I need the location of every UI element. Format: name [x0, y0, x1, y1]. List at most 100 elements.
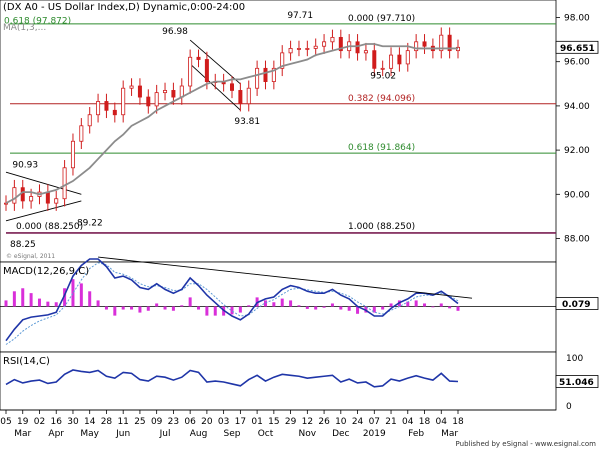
x-tick-label: 06: [184, 417, 196, 427]
price-candle: [79, 125, 84, 142]
macd-series: [0, 256, 556, 345]
fib-label: 0.382 (94.096): [348, 94, 415, 104]
macd-histogram-bar: [205, 306, 209, 316]
macd-histogram-bar: [230, 306, 234, 315]
macd-histogram-bar: [54, 302, 58, 307]
price-candle: [397, 54, 402, 65]
macd-histogram-bar: [29, 293, 33, 307]
price-panel-frame: [0, 0, 557, 263]
price-annotation: 90.93: [12, 161, 38, 171]
price-annotation: 89.22: [77, 219, 103, 229]
rsi-series: [5, 369, 459, 388]
price-candle: [96, 101, 101, 116]
rsi-panel-frame: [0, 351, 557, 411]
x-month-label: 2019: [363, 429, 386, 439]
price-annotation: 97.71: [287, 11, 313, 21]
price-candle: [45, 191, 50, 204]
x-month-label: Dec: [332, 429, 349, 439]
macd-histogram-bar: [347, 306, 351, 311]
macd-histogram-bar: [155, 303, 159, 307]
x-tick-label: 10: [335, 417, 347, 427]
x-tick-label: 14: [84, 417, 96, 427]
price-candle: [330, 36, 335, 43]
macd-histogram-bar: [339, 306, 343, 310]
x-month-label: Apr: [48, 429, 64, 439]
macd-signal-line: [5, 262, 459, 345]
macd-histogram-bar: [431, 306, 435, 308]
x-month-label: Nov: [299, 429, 317, 439]
price-candle: [288, 48, 293, 54]
price-candle: [263, 67, 268, 82]
fib-label: 0.000 (97.710): [348, 14, 415, 24]
price-candle: [322, 41, 327, 47]
macd-histogram-bar: [456, 306, 460, 311]
price-candle: [439, 34, 444, 52]
macd-line: [5, 258, 459, 342]
macd-histogram-bar: [21, 288, 25, 307]
footer-credit: Published by eSignal - www.esignal.com: [456, 440, 597, 448]
fib-label: 1.000 (88.250): [348, 222, 415, 232]
x-tick-label: 09: [151, 417, 163, 427]
price-candle: [389, 54, 394, 69]
macd-histogram-bar: [247, 305, 251, 307]
rsi-last-value-label: 51.046: [559, 378, 594, 388]
macd-histogram-bar: [163, 306, 167, 310]
price-candle: [163, 90, 168, 94]
macd-last-value-box: [555, 297, 599, 310]
x-tick-label: 20: [201, 417, 213, 427]
macd-histogram-bar: [238, 306, 242, 313]
ma-label: MA(1,3,...: [3, 23, 46, 33]
x-tick-label: 30: [67, 417, 79, 427]
trend-line: [5, 171, 82, 195]
fib-label: 0.618 (91.864): [348, 143, 415, 153]
price-series: [4, 27, 460, 211]
x-month-label: Jun: [115, 429, 130, 439]
price-candle: [380, 67, 385, 70]
macd-histogram-bar: [146, 306, 150, 311]
macd-histogram-bar: [305, 306, 309, 309]
macd-histogram-bar: [46, 301, 50, 307]
macd-histogram-bar: [4, 300, 8, 307]
rsi-last-value-box: [555, 375, 599, 388]
x-tick-label: 05: [0, 417, 11, 427]
macd-histogram-bar: [180, 305, 184, 307]
macd-histogram-bar: [104, 306, 108, 310]
x-tick-label: 11: [117, 417, 128, 427]
macd-histogram-bar: [79, 283, 83, 307]
x-tick-label: 16: [50, 417, 62, 427]
x-month-label: Oct: [258, 429, 274, 439]
macd-histogram-bar: [37, 298, 41, 307]
macd-histogram-bar: [272, 302, 276, 307]
price-candle: [87, 114, 92, 127]
x-tick-label: 15: [268, 417, 279, 427]
price-candle: [62, 167, 67, 200]
x-tick-label: 07: [369, 417, 380, 427]
macd-histogram-bar: [12, 291, 16, 307]
x-month-label: Sep: [224, 429, 241, 439]
x-tick-label: 19: [17, 417, 29, 427]
macd-histogram-bar: [439, 303, 443, 307]
price-candle: [12, 187, 17, 204]
price-candle: [204, 59, 209, 82]
x-month-label: Feb: [408, 429, 424, 439]
price-candle: [112, 109, 117, 116]
macd-histogram-bar: [289, 300, 293, 307]
rsi-y-axis: 10050051.046: [555, 354, 599, 412]
last-value-box: [555, 40, 599, 54]
macd-histogram-bar: [130, 306, 134, 310]
price-candle: [29, 196, 34, 202]
price-candle: [20, 187, 25, 202]
macd-histogram-bar: [372, 306, 376, 313]
macd-histogram-bar: [71, 279, 75, 307]
macd-histogram-bar: [88, 291, 92, 307]
price-annotation: 95.02: [370, 71, 396, 81]
macd-histogram-bar: [389, 303, 393, 307]
price-candle: [296, 48, 301, 50]
price-candle: [238, 90, 243, 105]
price-candle: [129, 85, 134, 89]
x-tick-label: 24: [352, 417, 364, 427]
fib-label: 0.000 (88.250): [16, 222, 83, 232]
x-tick-label: 25: [134, 417, 145, 427]
price-candle: [271, 67, 276, 82]
